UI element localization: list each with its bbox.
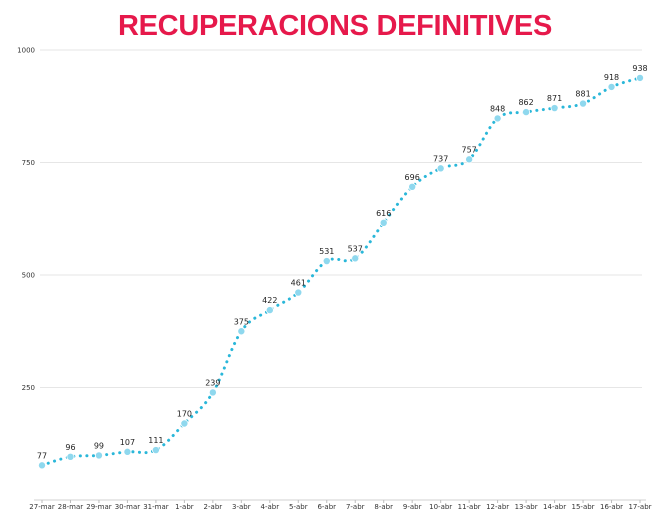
x-tick-label: 30-mar bbox=[115, 503, 141, 511]
x-tick-label: 7-abr bbox=[346, 503, 365, 511]
data-points bbox=[38, 73, 645, 470]
data-point bbox=[408, 182, 417, 191]
data-label: 537 bbox=[348, 244, 363, 253]
x-tick-label: 31-mar bbox=[143, 503, 169, 511]
y-axis-ticks: 250 500 750 1000 bbox=[17, 47, 35, 393]
data-point bbox=[66, 452, 75, 461]
x-tick-label: 3-abr bbox=[232, 503, 251, 511]
y-tick-label: 500 bbox=[22, 272, 35, 280]
x-tick-label: 8-abr bbox=[374, 503, 393, 511]
data-point bbox=[379, 218, 388, 227]
x-tick-label: 6-abr bbox=[317, 503, 336, 511]
data-labels: 77 96 99 107 111 170 239 375 422 461 531 537 616 696 7… bbox=[37, 64, 648, 460]
x-tick-label: 9-abr bbox=[403, 503, 422, 511]
data-point bbox=[265, 306, 274, 315]
gridlines bbox=[34, 49, 646, 501]
chart-title: RECUPERACIONS DEFINITIVES bbox=[118, 10, 552, 42]
x-tick-label: 15-abr bbox=[572, 503, 595, 511]
x-tick-label: 12-abr bbox=[486, 503, 509, 511]
data-label: 107 bbox=[120, 438, 135, 447]
series-line bbox=[40, 76, 642, 467]
x-tick-label: 1-abr bbox=[175, 503, 194, 511]
x-tick-label: 16-abr bbox=[600, 503, 623, 511]
x-tick-label: 27-mar bbox=[29, 503, 55, 511]
data-label: 96 bbox=[65, 443, 75, 452]
data-label: 881 bbox=[575, 90, 590, 99]
data-label: 99 bbox=[94, 441, 104, 450]
data-point bbox=[636, 73, 645, 82]
data-label: 938 bbox=[632, 64, 647, 73]
data-point bbox=[550, 104, 559, 113]
data-label: 422 bbox=[262, 296, 277, 305]
data-label: 77 bbox=[37, 451, 47, 460]
data-label: 757 bbox=[462, 145, 477, 154]
data-label: 170 bbox=[177, 410, 192, 419]
y-tick-label: 250 bbox=[22, 384, 35, 392]
data-label: 862 bbox=[518, 98, 533, 107]
data-point bbox=[94, 451, 103, 460]
data-point bbox=[123, 447, 132, 456]
data-label: 375 bbox=[234, 317, 249, 326]
x-tick-label: 11-abr bbox=[458, 503, 481, 511]
data-point bbox=[322, 257, 331, 266]
data-label: 239 bbox=[205, 378, 220, 387]
data-label: 531 bbox=[319, 247, 334, 256]
data-point bbox=[180, 419, 189, 428]
x-tick-label: 14-abr bbox=[543, 503, 566, 511]
x-tick-label: 29-mar bbox=[86, 503, 112, 511]
x-tick-label: 13-abr bbox=[515, 503, 538, 511]
data-point bbox=[522, 108, 531, 117]
data-label: 737 bbox=[433, 154, 448, 163]
data-label: 616 bbox=[376, 209, 391, 218]
x-tick-label: 10-abr bbox=[429, 503, 452, 511]
data-label: 696 bbox=[405, 173, 420, 182]
data-point bbox=[237, 327, 246, 336]
data-label: 461 bbox=[291, 279, 306, 288]
x-tick-label: 4-abr bbox=[261, 503, 280, 511]
x-tick-label: 2-abr bbox=[204, 503, 223, 511]
data-label: 871 bbox=[547, 94, 562, 103]
x-tick-label: 5-abr bbox=[289, 503, 308, 511]
data-point bbox=[294, 288, 303, 297]
data-label: 918 bbox=[604, 73, 619, 82]
data-point bbox=[351, 254, 360, 263]
data-point bbox=[208, 388, 217, 397]
x-tick-label: 28-mar bbox=[58, 503, 84, 511]
y-tick-label: 1000 bbox=[17, 47, 35, 55]
x-tick-label: 17-abr bbox=[628, 503, 651, 511]
data-point bbox=[151, 446, 160, 455]
data-point bbox=[607, 82, 616, 91]
data-point bbox=[436, 164, 445, 173]
data-label: 111 bbox=[148, 436, 163, 445]
data-label: 848 bbox=[490, 104, 505, 113]
y-tick-label: 750 bbox=[22, 159, 35, 167]
data-point bbox=[465, 155, 474, 164]
data-point bbox=[493, 114, 502, 123]
data-point bbox=[579, 99, 588, 108]
data-point bbox=[38, 461, 47, 470]
x-axis-ticks: 27-mar 28-mar 29-mar 30-mar 31-mar 1-abr 2-abr… bbox=[29, 500, 652, 511]
